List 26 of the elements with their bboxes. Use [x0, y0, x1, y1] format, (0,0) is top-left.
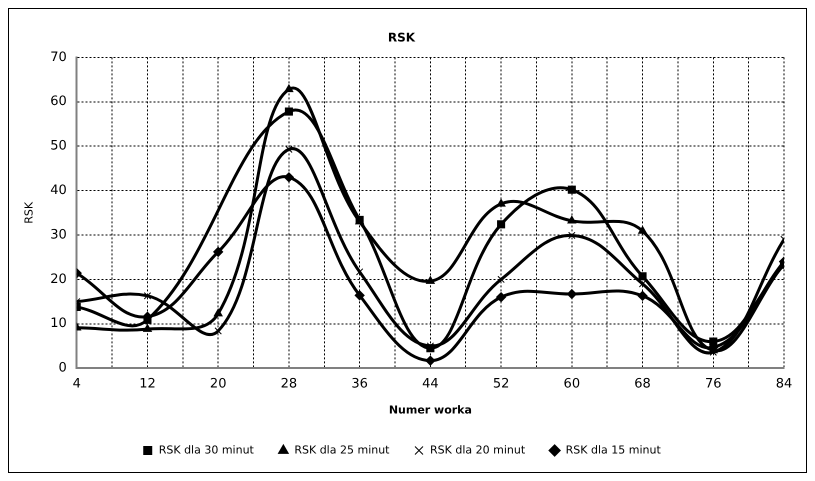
y-tick-label: 50	[50, 138, 67, 154]
x-tick-label: 44	[422, 376, 439, 392]
x-tick-label: 12	[139, 376, 156, 392]
legend-label: RSK dla 20 minut	[430, 443, 526, 456]
x-tick-label: 76	[705, 376, 722, 392]
x-tick-label: 4	[72, 376, 81, 392]
x-tick-label: 28	[280, 376, 298, 392]
y-tick-label: 70	[50, 50, 67, 65]
y-tick-label: 10	[50, 316, 67, 332]
y-axis-title: RSK	[22, 201, 36, 224]
y-tick-label: 40	[50, 182, 67, 198]
legend-label: RSK dla 25 minut	[294, 443, 390, 456]
chart-title: RSK	[388, 30, 416, 44]
x-tick-label: 36	[351, 376, 368, 392]
x-axis-title: Numer worka	[388, 403, 472, 416]
x-tick-label: 84	[776, 376, 792, 392]
y-tick-label: 60	[50, 94, 67, 110]
legend-label: RSK dla 30 minut	[158, 443, 255, 456]
legend-label: RSK dla 15 minut	[566, 443, 662, 456]
x-tick-label: 60	[564, 376, 580, 392]
y-tick-label: 0	[58, 360, 67, 376]
x-tick-label: 52	[492, 376, 510, 392]
x-tick-label: 20	[210, 376, 226, 392]
y-tick-label: 30	[50, 227, 67, 242]
x-tick-label: 68	[634, 376, 651, 392]
y-tick-label: 20	[50, 272, 67, 287]
